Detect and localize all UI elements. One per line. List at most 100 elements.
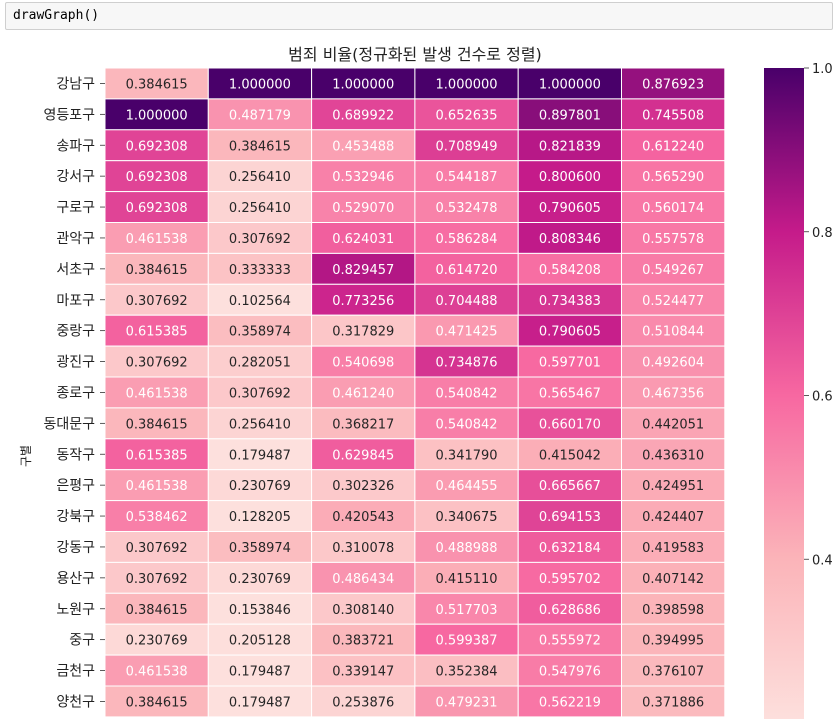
cell-value-label: 0.560174 <box>642 201 704 216</box>
heatmap-cell <box>414 191 519 224</box>
row-label: 동대문구 <box>43 416 95 432</box>
cell-value-label: 0.442051 <box>642 417 704 432</box>
heatmap-cell <box>621 376 726 409</box>
row-label: 은평구 <box>56 478 95 494</box>
row-label: 중랑구 <box>56 324 95 340</box>
row-label: 광진구 <box>56 355 95 371</box>
cell-value-label: 0.538462 <box>126 510 188 525</box>
colorbar-tick-label: 0.6 <box>812 390 833 405</box>
cell-value-label: 0.692308 <box>126 201 188 216</box>
cell-value-label: 1.000000 <box>436 77 498 92</box>
heatmap-cell <box>311 160 416 193</box>
heatmap-cell <box>207 222 313 254</box>
cell-value-label: 0.734876 <box>436 356 498 371</box>
cell-value-label: 0.333333 <box>229 263 291 278</box>
cell-value-label: 0.307692 <box>126 356 188 371</box>
colorbar <box>764 68 804 719</box>
heatmap-cell <box>311 685 416 718</box>
cell-value-label: 0.352384 <box>436 665 498 680</box>
cell-value-label: 0.808346 <box>539 232 601 247</box>
cell-value-label: 0.384615 <box>126 695 188 710</box>
cell-value-label: 0.660170 <box>539 417 601 432</box>
heatmap-cell <box>104 222 209 254</box>
cell-value-label: 0.310078 <box>332 541 394 556</box>
cell-value-label: 0.128205 <box>229 510 291 525</box>
heatmap-cell <box>104 345 209 378</box>
heatmap-cell <box>104 654 209 687</box>
row-label: 종로구 <box>56 385 95 401</box>
heatmap-cell <box>517 283 623 316</box>
cell-value-label: 0.532478 <box>436 201 498 216</box>
cell-value-label: 0.615385 <box>126 325 188 340</box>
cell-value-label: 0.745508 <box>642 108 704 123</box>
cell-value-label: 0.540842 <box>436 417 498 432</box>
cell-value-label: 0.307692 <box>126 541 188 556</box>
heatmap-cell <box>414 438 519 471</box>
cell-value-label: 0.302326 <box>332 479 394 494</box>
cell-value-label: 0.704488 <box>436 294 498 309</box>
heatmap-cell <box>207 376 313 409</box>
y-axis-label: 구별 <box>19 445 33 467</box>
heatmap-cell <box>517 160 623 193</box>
heatmap-cell <box>207 623 313 656</box>
row-label: 송파구 <box>56 138 95 154</box>
heatmap-cell <box>517 654 623 687</box>
cell-value-label: 0.876923 <box>642 77 704 92</box>
cell-value-label: 0.734383 <box>539 294 601 309</box>
heatmap-cell <box>414 685 519 718</box>
heatmap-cell <box>311 438 416 471</box>
heatmap-cell <box>414 531 519 563</box>
cell-value-label: 0.557578 <box>642 232 704 247</box>
cell-value-label: 0.407142 <box>642 572 704 587</box>
cell-value-label: 0.544187 <box>436 170 498 185</box>
cell-value-label: 0.179487 <box>229 665 291 680</box>
cell-value-label: 0.230769 <box>229 572 291 587</box>
cell-value-label: 0.565467 <box>539 386 601 401</box>
cell-value-label: 0.153846 <box>229 603 291 618</box>
cell-value-label: 0.398598 <box>642 603 704 618</box>
cell-value-label: 0.339147 <box>332 665 394 680</box>
cell-value-label: 0.415110 <box>436 572 498 587</box>
cell-value-label: 0.436310 <box>642 448 704 463</box>
code-cell[interactable]: drawGraph() <box>5 2 833 30</box>
cell-value-label: 0.317829 <box>332 325 394 340</box>
row-label: 강북구 <box>56 509 95 525</box>
cell-value-label: 0.376107 <box>642 665 704 680</box>
cell-value-label: 0.689922 <box>332 108 394 123</box>
cell-value-label: 0.529070 <box>332 201 394 216</box>
heatmap-cell <box>104 469 209 502</box>
cell-value-label: 0.524477 <box>642 294 704 309</box>
heatmap-cell <box>621 438 726 471</box>
cell-value-label: 0.467356 <box>642 386 704 401</box>
cell-value-label: 0.307692 <box>126 294 188 309</box>
cell-value-label: 0.256410 <box>229 170 291 185</box>
cell-value-label: 0.547976 <box>539 665 601 680</box>
heatmap-cell <box>517 98 623 131</box>
cell-value-label: 0.692308 <box>126 170 188 185</box>
cell-value-label: 0.394995 <box>642 634 704 649</box>
cell-value-label: 0.419583 <box>642 541 704 556</box>
cell-value-label: 0.256410 <box>229 201 291 216</box>
heatmap-cell <box>517 685 623 718</box>
colorbar-tick-label: 1.0 <box>812 62 833 77</box>
heatmap-cell <box>311 531 416 563</box>
heatmap-cell <box>621 283 726 316</box>
heatmap-cell <box>414 500 519 533</box>
heatmap-cell <box>517 222 623 254</box>
cell-value-label: 0.599387 <box>436 634 498 649</box>
cell-value-label: 0.461538 <box>126 479 188 494</box>
heatmap-cell <box>517 67 623 100</box>
cell-value-label: 0.179487 <box>229 695 291 710</box>
heatmap-cell <box>517 314 623 347</box>
cell-value-label: 0.464455 <box>436 479 498 494</box>
heatmap-cell <box>621 500 726 533</box>
row-label: 강서구 <box>56 169 95 185</box>
cell-value-label: 0.665667 <box>539 479 601 494</box>
cell-value-label: 0.694153 <box>539 510 601 525</box>
heatmap-cell <box>207 191 313 224</box>
cell-value-label: 0.586284 <box>436 232 498 247</box>
cell-value-label: 0.461538 <box>126 232 188 247</box>
cell-value-label: 1.000000 <box>229 77 291 92</box>
colorbar-tick-label: 0.8 <box>812 226 833 241</box>
heatmap-cell <box>311 283 416 316</box>
